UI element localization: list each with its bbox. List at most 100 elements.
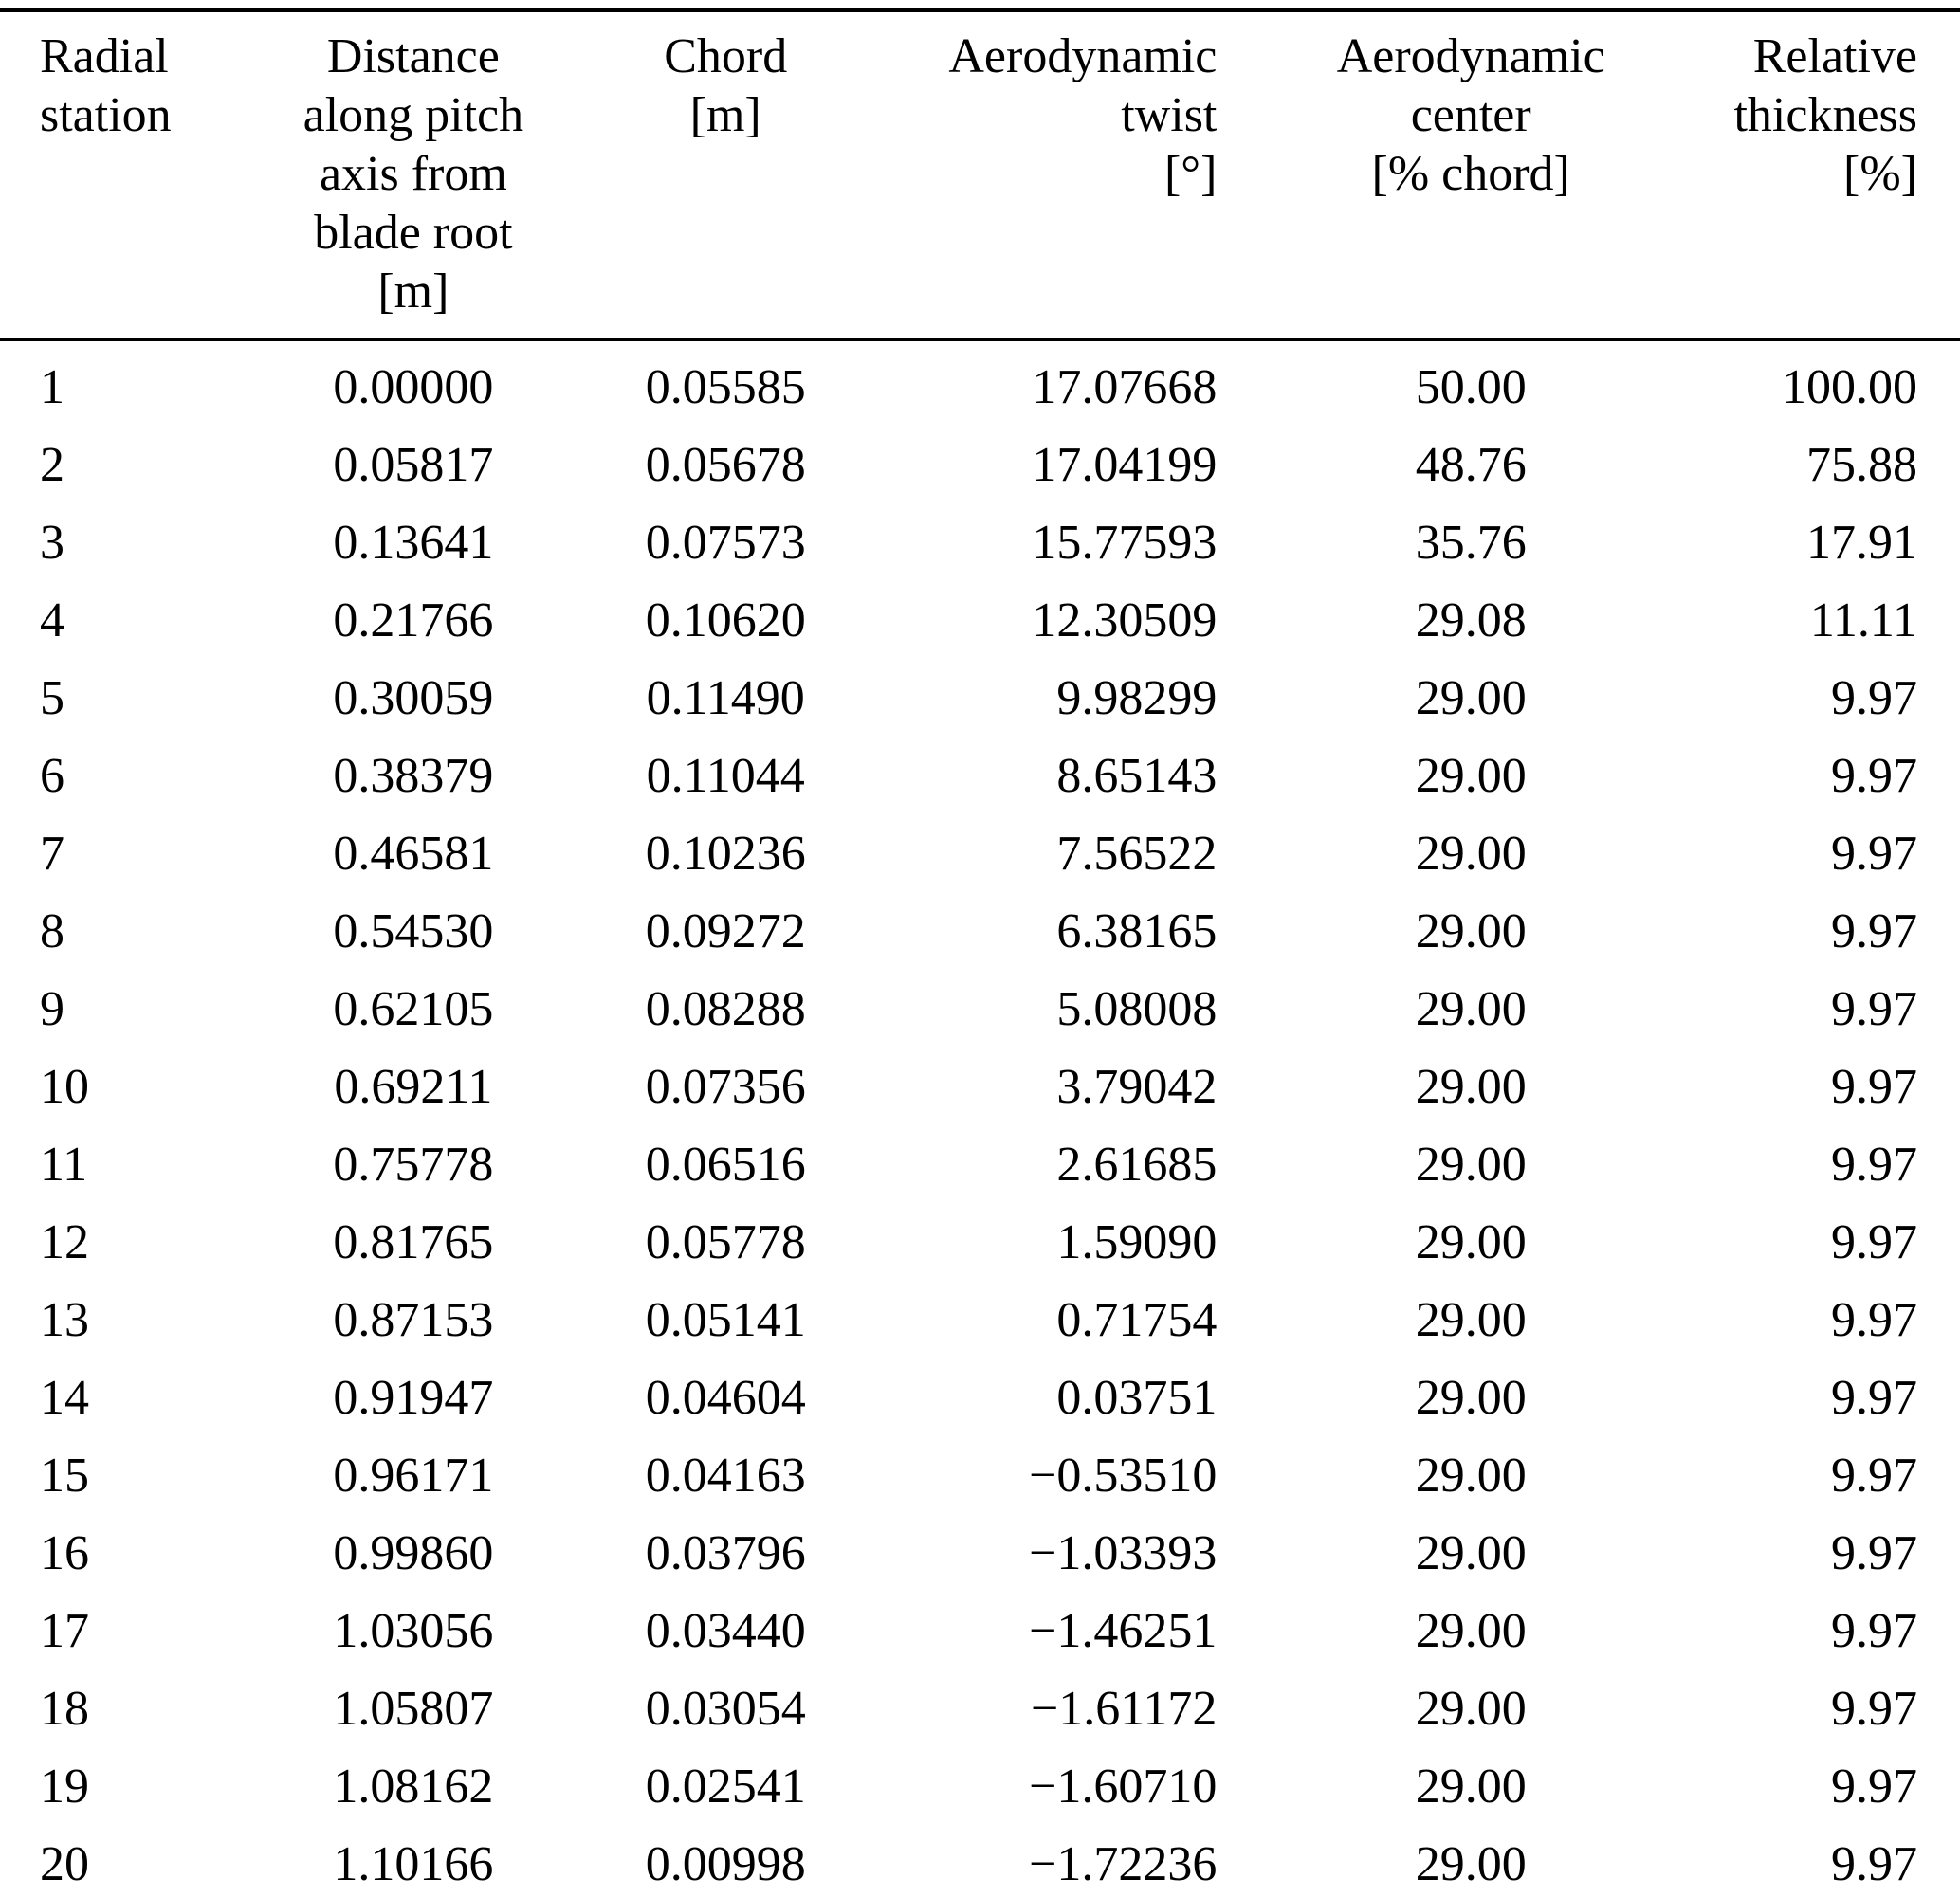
table-cell: 0.05585 bbox=[645, 360, 806, 414]
table-cell: 0.05141 bbox=[645, 1293, 806, 1347]
table-cell: 29.00 bbox=[1415, 1293, 1527, 1347]
table-cell: 9.97 bbox=[1831, 1293, 1917, 1347]
table-row: 16 0.99860 0.03796 −1.03393 29.00 9.97 bbox=[0, 1515, 1960, 1593]
table-cell: 0.75778 bbox=[333, 1138, 494, 1192]
table-row: 20 1.10166 0.00998 −1.72236 29.00 9.97 bbox=[0, 1826, 1960, 1897]
table-cell: 9.97 bbox=[1831, 749, 1917, 803]
table-cell: 17.91 bbox=[1806, 516, 1917, 570]
header-chord: Chord [m] bbox=[569, 9, 882, 341]
table-cell: −0.53510 bbox=[1029, 1449, 1218, 1503]
table-cell: 48.76 bbox=[1415, 438, 1527, 492]
table-row: 4 0.21766 0.10620 12.30509 29.08 11.11 bbox=[0, 582, 1960, 660]
table-row: 17 1.03056 0.03440 −1.46251 29.00 9.97 bbox=[0, 1593, 1960, 1670]
table-cell: 29.00 bbox=[1415, 671, 1527, 725]
table-cell: 75.88 bbox=[1806, 438, 1917, 492]
table-row: 15 0.96171 0.04163 −0.53510 29.00 9.97 bbox=[0, 1437, 1960, 1515]
table-cell: 11 bbox=[40, 1138, 88, 1192]
table-cell: 9.97 bbox=[1831, 904, 1917, 958]
table-cell: 9.97 bbox=[1831, 982, 1917, 1036]
table-cell: −1.61172 bbox=[1030, 1682, 1218, 1736]
table-cell: 0.03054 bbox=[645, 1682, 806, 1736]
table-cell: 9.97 bbox=[1831, 671, 1917, 725]
table-cell: 35.76 bbox=[1415, 516, 1527, 570]
table-cell: 12.30509 bbox=[1032, 593, 1218, 648]
table-cell: 0.03440 bbox=[645, 1604, 806, 1658]
table-cell: 1 bbox=[40, 360, 64, 414]
table-cell: 0.87153 bbox=[333, 1293, 494, 1347]
table-cell: 3.79042 bbox=[1056, 1060, 1218, 1114]
table-cell: 1.05807 bbox=[333, 1682, 494, 1736]
table-cell: 6 bbox=[40, 749, 64, 803]
table-cell: 0.02541 bbox=[645, 1760, 806, 1814]
header-relative-thickness: Relative thickness [%] bbox=[1673, 9, 1960, 341]
table-cell: 1.08162 bbox=[333, 1760, 494, 1814]
table-row: 13 0.87153 0.05141 0.71754 29.00 9.97 bbox=[0, 1282, 1960, 1359]
table-cell: 4 bbox=[40, 593, 64, 648]
table-cell: 0.11490 bbox=[646, 671, 805, 725]
table-cell: 29.00 bbox=[1415, 1060, 1527, 1114]
table-cell: 0.96171 bbox=[333, 1449, 494, 1503]
table-cell: 3 bbox=[40, 516, 64, 570]
table-cell: 0.91947 bbox=[333, 1371, 494, 1425]
table-cell: −1.72236 bbox=[1029, 1837, 1218, 1891]
table-cell: −1.60710 bbox=[1029, 1760, 1218, 1814]
table-row: 7 0.46581 0.10236 7.56522 29.00 9.97 bbox=[0, 815, 1960, 893]
table-cell: 5 bbox=[40, 671, 64, 725]
table-cell: 14 bbox=[40, 1371, 89, 1425]
table-cell: 29.00 bbox=[1415, 1526, 1527, 1580]
table-cell: 29.00 bbox=[1415, 1138, 1527, 1192]
table-cell: 0.03751 bbox=[1056, 1371, 1218, 1425]
table-cell: 9.97 bbox=[1831, 1682, 1917, 1736]
table-cell: 50.00 bbox=[1415, 360, 1527, 414]
header-aerodynamic-twist: Aerodynamic twist [°] bbox=[881, 9, 1270, 341]
table-cell: 29.00 bbox=[1415, 904, 1527, 958]
table-cell: 8 bbox=[40, 904, 64, 958]
table-row: 14 0.91947 0.04604 0.03751 29.00 9.97 bbox=[0, 1359, 1960, 1437]
table-cell: 0.71754 bbox=[1056, 1293, 1218, 1347]
header-aerodynamic-center: Aerodynamic center [% chord] bbox=[1269, 9, 1674, 341]
table-cell: 1.10166 bbox=[333, 1837, 494, 1891]
table-cell: 9.97 bbox=[1831, 827, 1917, 881]
table-cell: 0.05817 bbox=[333, 438, 494, 492]
table-row: 6 0.38379 0.11044 8.65143 29.00 9.97 bbox=[0, 738, 1960, 815]
table-cell: 0.10236 bbox=[645, 827, 806, 881]
table-cell: 19 bbox=[40, 1760, 89, 1814]
table-cell: 29.00 bbox=[1415, 1371, 1527, 1425]
table-cell: 9.97 bbox=[1831, 1060, 1917, 1114]
table-cell: 10 bbox=[40, 1060, 89, 1114]
table-cell: 0.05778 bbox=[645, 1215, 806, 1269]
table-row: 9 0.62105 0.08288 5.08008 29.00 9.97 bbox=[0, 971, 1960, 1049]
table-cell: 0.30059 bbox=[333, 671, 494, 725]
table-cell: 9.97 bbox=[1831, 1138, 1917, 1192]
table-row: 11 0.75778 0.06516 2.61685 29.00 9.97 bbox=[0, 1126, 1960, 1204]
table-row: 5 0.30059 0.11490 9.98299 29.00 9.97 bbox=[0, 660, 1960, 738]
table-cell: 0.04163 bbox=[645, 1449, 806, 1503]
table-cell: 8.65143 bbox=[1056, 749, 1218, 803]
table-cell: 6.38165 bbox=[1056, 904, 1218, 958]
table-cell: 13 bbox=[40, 1293, 89, 1347]
table-cell: 0.11044 bbox=[646, 749, 805, 803]
table-cell: 0.08288 bbox=[645, 982, 806, 1036]
table-cell: 9.97 bbox=[1831, 1449, 1917, 1503]
table-cell: 15 bbox=[40, 1449, 89, 1503]
table-cell: 29.08 bbox=[1415, 593, 1527, 648]
table-cell: 0.38379 bbox=[333, 749, 494, 803]
table-cell: 1.03056 bbox=[333, 1604, 494, 1658]
header-row: Radial station Distance along pitch axis… bbox=[0, 9, 1960, 341]
table-cell: 9.97 bbox=[1831, 1371, 1917, 1425]
table-cell: 9 bbox=[40, 982, 64, 1036]
table-row: 1 0.00000 0.05585 17.07668 50.00 100.00 bbox=[0, 340, 1960, 428]
table-cell: 0.46581 bbox=[333, 827, 494, 881]
table-cell: 0.99860 bbox=[333, 1526, 494, 1580]
table-cell: 29.00 bbox=[1415, 1604, 1527, 1658]
header-radial-station: Radial station bbox=[0, 9, 258, 341]
table-row: 2 0.05817 0.05678 17.04199 48.76 75.88 bbox=[0, 427, 1960, 504]
table-row: 12 0.81765 0.05778 1.59090 29.00 9.97 bbox=[0, 1204, 1960, 1282]
table-cell: 15.77593 bbox=[1032, 516, 1218, 570]
table-cell: 29.00 bbox=[1415, 1449, 1527, 1503]
table-cell: −1.03393 bbox=[1029, 1526, 1218, 1580]
table-cell: 7 bbox=[40, 827, 64, 881]
table-body: 1 0.00000 0.05585 17.07668 50.00 100.00 2 0.058… bbox=[0, 340, 1960, 1897]
table-cell: 0.07573 bbox=[645, 516, 806, 570]
